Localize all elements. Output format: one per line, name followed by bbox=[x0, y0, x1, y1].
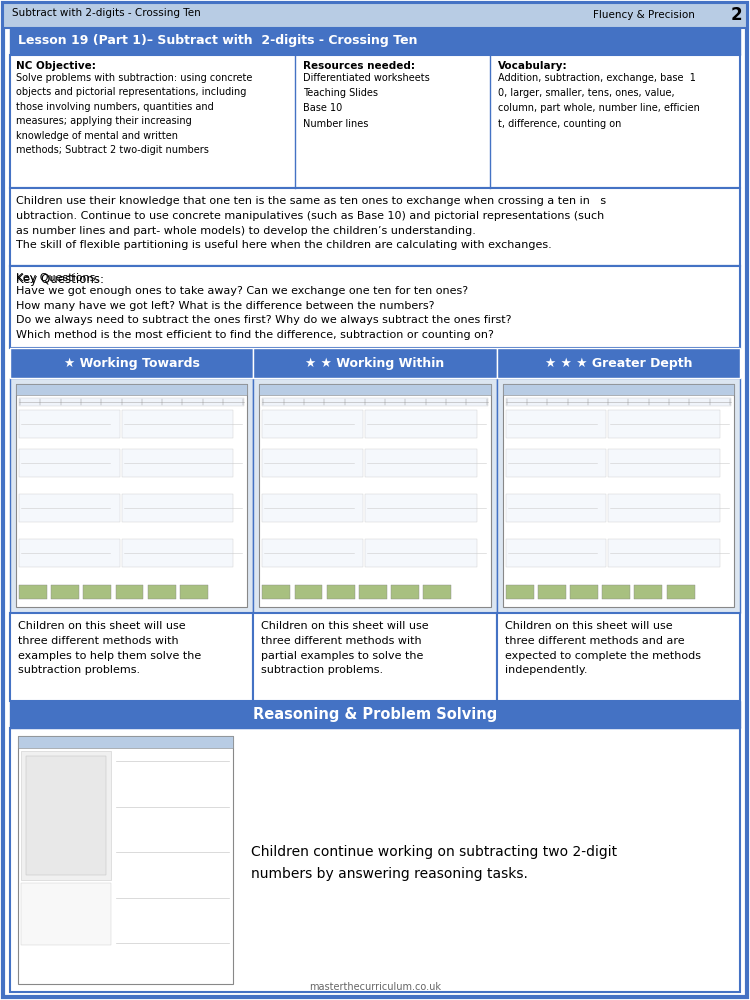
Text: NC Objective:: NC Objective: bbox=[16, 61, 96, 71]
Bar bbox=[19, 494, 119, 522]
Bar bbox=[21, 751, 111, 880]
Text: ★ ★ ★ Greater Depth: ★ ★ ★ Greater Depth bbox=[544, 357, 692, 369]
Text: Resources needed:: Resources needed: bbox=[303, 61, 415, 71]
Bar bbox=[667, 585, 694, 599]
Bar bbox=[83, 585, 111, 599]
Bar bbox=[506, 494, 606, 522]
Bar bbox=[3, 3, 747, 28]
Bar bbox=[262, 449, 363, 477]
Bar bbox=[10, 613, 254, 701]
Bar bbox=[10, 728, 740, 992]
Bar bbox=[19, 449, 119, 477]
Bar bbox=[496, 613, 740, 701]
Bar bbox=[116, 585, 143, 599]
Bar bbox=[364, 410, 476, 438]
Text: Children on this sheet will use
three different methods and are
expected to comp: Children on this sheet will use three di… bbox=[505, 621, 700, 675]
Bar bbox=[21, 883, 111, 945]
Text: ★ Working Towards: ★ Working Towards bbox=[64, 357, 200, 369]
Bar bbox=[538, 585, 566, 599]
Bar bbox=[359, 585, 387, 599]
Bar bbox=[19, 585, 47, 599]
Bar bbox=[262, 410, 363, 438]
Bar bbox=[260, 384, 490, 607]
Bar bbox=[602, 585, 630, 599]
Bar bbox=[506, 398, 731, 406]
Text: Subtract with 2-digits - Crossing Ten: Subtract with 2-digits - Crossing Ten bbox=[12, 8, 201, 18]
Text: Reasoning & Problem Solving: Reasoning & Problem Solving bbox=[253, 707, 497, 722]
Bar bbox=[148, 585, 176, 599]
Bar bbox=[608, 539, 720, 567]
Bar bbox=[122, 449, 233, 477]
Bar bbox=[503, 384, 734, 607]
Text: Addition, subtraction, exchange, base  1
0, larger, smaller, tens, ones, value,
: Addition, subtraction, exchange, base 1 … bbox=[498, 73, 700, 129]
Text: Solve problems with subtraction: using concrete
objects and pictorial representa: Solve problems with subtraction: using c… bbox=[16, 73, 252, 155]
Bar bbox=[18, 736, 233, 748]
Bar bbox=[16, 384, 248, 395]
Bar bbox=[506, 449, 606, 477]
Bar bbox=[254, 613, 496, 701]
Bar bbox=[10, 28, 740, 55]
Text: Children continue working on subtracting two 2-digit
numbers by answering reason: Children continue working on subtracting… bbox=[251, 845, 617, 881]
Text: Children on this sheet will use
three different methods with
examples to help th: Children on this sheet will use three di… bbox=[18, 621, 201, 675]
Text: Lesson 19 (Part 1)– Subtract with  2-digits - Crossing Ten: Lesson 19 (Part 1)– Subtract with 2-digi… bbox=[18, 34, 418, 47]
Bar bbox=[10, 378, 254, 613]
Text: Vocabulary:: Vocabulary: bbox=[498, 61, 568, 71]
Bar bbox=[506, 410, 606, 438]
Bar bbox=[254, 378, 496, 613]
Bar bbox=[18, 736, 233, 984]
Bar bbox=[608, 494, 720, 522]
Bar bbox=[16, 384, 248, 607]
Bar bbox=[506, 539, 606, 567]
Bar bbox=[364, 494, 476, 522]
Bar bbox=[51, 585, 79, 599]
Bar bbox=[262, 585, 290, 599]
Text: Have we got enough ones to take away? Can we exchange one ten for ten ones?
How : Have we got enough ones to take away? Ca… bbox=[16, 286, 512, 340]
Bar bbox=[570, 585, 598, 599]
Bar bbox=[262, 398, 488, 406]
Bar bbox=[260, 384, 490, 395]
Bar bbox=[10, 266, 740, 348]
Bar bbox=[391, 585, 419, 599]
Text: Children on this sheet will use
three different methods with
partial examples to: Children on this sheet will use three di… bbox=[261, 621, 429, 675]
Bar bbox=[122, 410, 233, 438]
Bar bbox=[364, 539, 476, 567]
Bar bbox=[10, 348, 254, 378]
Bar bbox=[26, 756, 106, 875]
Bar bbox=[608, 449, 720, 477]
Bar bbox=[19, 398, 244, 406]
Bar bbox=[496, 348, 740, 378]
Bar bbox=[496, 378, 740, 613]
Text: 2: 2 bbox=[730, 6, 742, 24]
Text: Fluency & Precision: Fluency & Precision bbox=[593, 10, 695, 20]
Bar bbox=[295, 585, 322, 599]
Bar bbox=[10, 188, 740, 266]
Bar bbox=[122, 539, 233, 567]
Text: Key Questions:: Key Questions: bbox=[16, 273, 104, 286]
Bar bbox=[364, 449, 476, 477]
Bar bbox=[254, 348, 496, 378]
Bar bbox=[180, 585, 208, 599]
Bar bbox=[10, 266, 740, 348]
Bar bbox=[634, 585, 662, 599]
Bar bbox=[506, 585, 533, 599]
Bar bbox=[122, 494, 233, 522]
Bar bbox=[262, 539, 363, 567]
Text: Key Questions:: Key Questions: bbox=[16, 273, 99, 283]
Bar bbox=[262, 494, 363, 522]
Text: Children use their knowledge that one ten is the same as ten ones to exchange wh: Children use their knowledge that one te… bbox=[16, 196, 606, 250]
Bar bbox=[327, 585, 355, 599]
Text: masterthecurriculum.co.uk: masterthecurriculum.co.uk bbox=[309, 982, 441, 992]
Bar bbox=[608, 410, 720, 438]
Bar bbox=[19, 410, 119, 438]
Bar bbox=[10, 55, 740, 188]
Text: ★ ★ Working Within: ★ ★ Working Within bbox=[305, 357, 445, 369]
Bar bbox=[19, 539, 119, 567]
Bar bbox=[503, 384, 734, 395]
Bar bbox=[10, 701, 740, 728]
Text: Differentiated worksheets
Teaching Slides
Base 10
Number lines: Differentiated worksheets Teaching Slide… bbox=[303, 73, 430, 129]
Bar bbox=[423, 585, 451, 599]
